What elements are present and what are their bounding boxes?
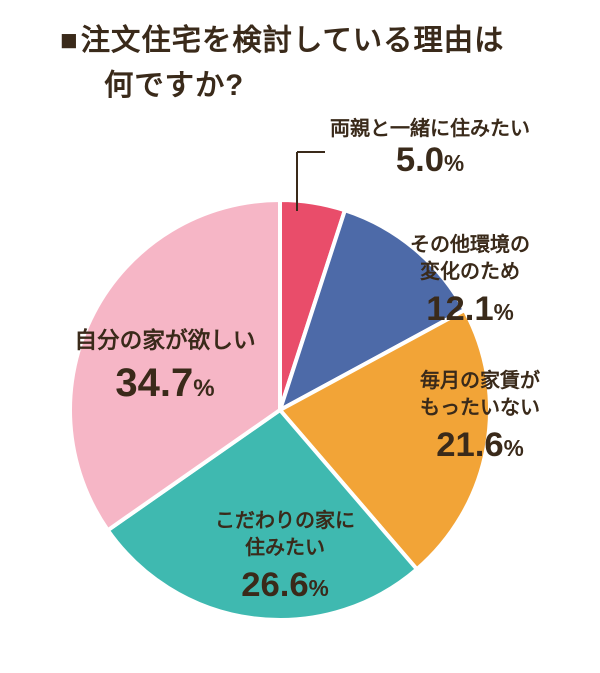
chart-title-line2: 何ですか? [60, 63, 504, 108]
pie-callout-label-parents: 両親と一緒に住みたい [330, 112, 530, 141]
title-square-icon: ■ [60, 24, 79, 57]
chart-root: ■注文住宅を検討している理由は 何ですか? 両親と一緒に住みたい5.0%その他環… [0, 0, 600, 673]
pie-callout-parents: 両親と一緒に住みたい5.0% [330, 112, 530, 180]
pie-callout-value-parents: 5.0% [330, 141, 530, 180]
chart-title: ■注文住宅を検討している理由は 何ですか? [60, 18, 504, 109]
chart-title-line1: ■注文住宅を検討している理由は [60, 18, 504, 63]
title-text-1: 注文住宅を検討している理由は [81, 24, 505, 57]
pie-chart [60, 190, 500, 630]
